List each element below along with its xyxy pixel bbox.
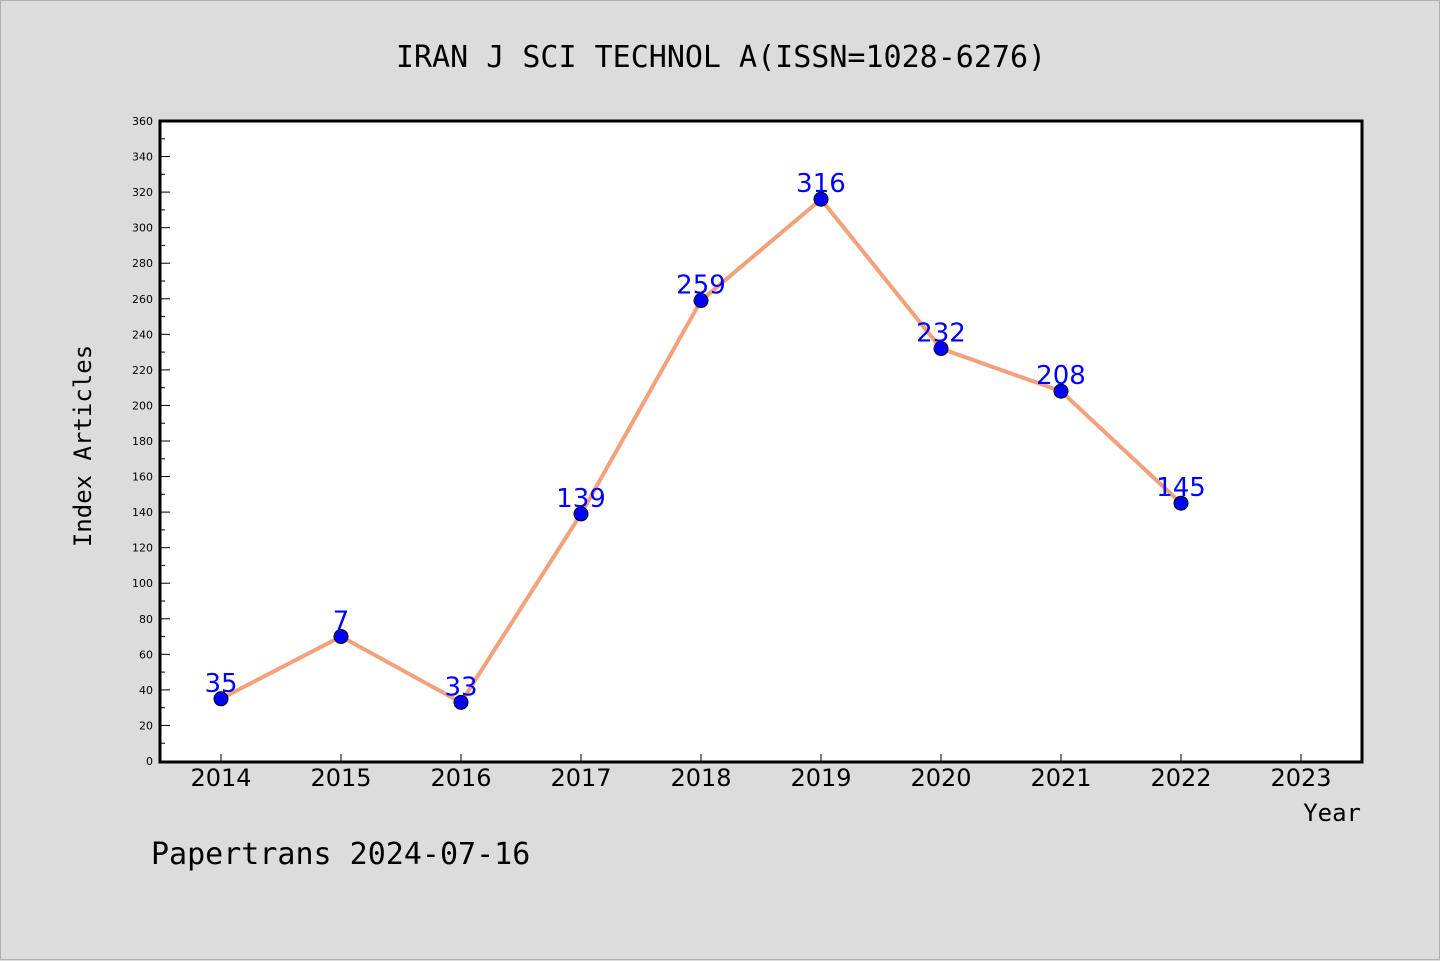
y-tick-label: 80 (139, 613, 153, 626)
y-tick-label: 240 (132, 328, 153, 341)
data-point (1053, 383, 1069, 399)
x-axis-ticks: 2014 2015 2016 2017 2018 2019 2020 2021 2022 2023 (190, 754, 1332, 792)
y-tick-label: 160 (132, 471, 153, 484)
x-tick-label: 2017 (550, 764, 611, 792)
y-axis-ticks: 0 20 40 60 80 100 120 140 160 180 200 220 240 260 280 3… (132, 115, 170, 768)
x-tick-label: 2014 (190, 764, 251, 792)
x-tick-label: 2020 (910, 764, 971, 792)
data-point (333, 629, 349, 645)
chart-title: IRAN J SCI TECHNOL A(ISSN=1028-6276) (396, 40, 1046, 75)
x-tick-label: 2021 (1030, 764, 1091, 792)
data-label: 35 (204, 669, 237, 699)
data-point (693, 293, 709, 309)
footer-watermark: Papertrans 2024-07-16 (151, 837, 530, 872)
data-label: 232 (916, 319, 966, 349)
y-tick-label: 40 (139, 684, 153, 697)
x-tick-label: 2019 (790, 764, 851, 792)
x-tick-label: 2018 (670, 764, 731, 792)
y-tick-label: 140 (132, 506, 153, 519)
y-tick-label: 260 (132, 293, 153, 306)
y-tick-label: 340 (132, 151, 153, 164)
data-label: 139 (556, 484, 606, 514)
y-tick-label: 100 (132, 577, 153, 590)
plot-area (158, 119, 1364, 764)
data-label: 33 (444, 672, 477, 702)
y-tick-label: 200 (132, 399, 153, 412)
data-point (1173, 495, 1189, 511)
y-tick-label: 360 (132, 115, 153, 128)
y-tick-label: 0 (146, 755, 153, 768)
y-axis-label: Index Articles (69, 345, 97, 547)
y-tick-label: 180 (132, 435, 153, 448)
data-label: 208 (1036, 361, 1086, 391)
y-tick-label: 300 (132, 222, 153, 235)
y-tick-label: 60 (139, 648, 153, 661)
x-tick-label: 2016 (430, 764, 491, 792)
x-tick-label: 2015 (310, 764, 371, 792)
series-group: 35 7 33 139 259 316 232 208 145 (204, 169, 1206, 710)
data-label: 145 (1156, 473, 1206, 503)
y-tick-label: 280 (132, 257, 153, 270)
x-axis-label: Year (1303, 799, 1361, 827)
y-tick-label: 120 (132, 542, 153, 555)
x-tick-label: 2022 (1150, 764, 1211, 792)
data-label: 7 (333, 607, 350, 637)
data-point (573, 506, 589, 522)
data-label: 259 (676, 271, 726, 301)
x-tick-label: 2023 (1270, 764, 1331, 792)
data-label: 316 (796, 169, 846, 199)
y-tick-label: 220 (132, 364, 153, 377)
y-tick-label: 20 (139, 719, 153, 732)
data-point (933, 341, 949, 357)
data-point (453, 694, 469, 710)
data-point (213, 691, 229, 707)
y-tick-label: 320 (132, 186, 153, 199)
data-point (813, 191, 829, 207)
